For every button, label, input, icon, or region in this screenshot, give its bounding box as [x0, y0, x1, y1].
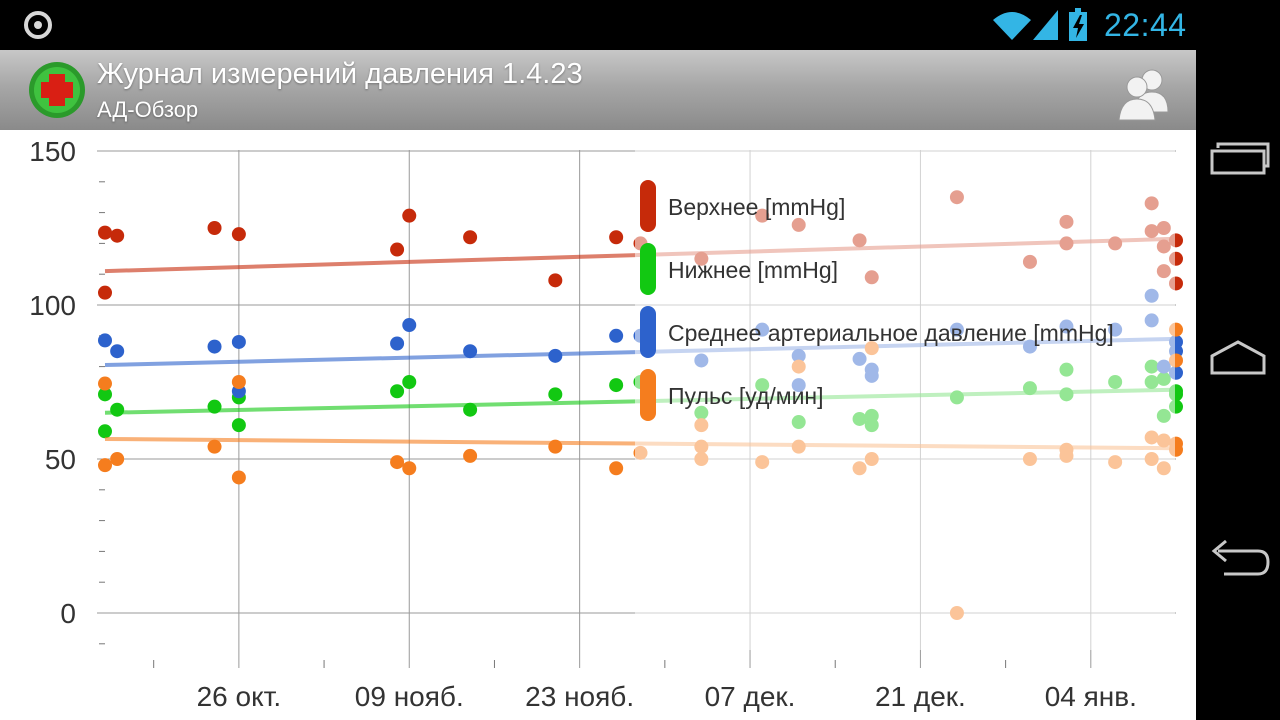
data-point	[402, 208, 417, 223]
data-point	[231, 227, 246, 242]
data-point	[390, 242, 405, 257]
data-point	[207, 221, 222, 235]
data-point	[98, 376, 112, 391]
data-point	[390, 384, 405, 399]
x-tick-label: 23 нояб.	[525, 681, 634, 712]
navigation-icons	[1210, 142, 1270, 576]
app-title: Журнал измерений давления 1.4.23	[97, 58, 583, 90]
people-icon[interactable]	[1118, 69, 1169, 121]
y-tick-label: 150	[29, 136, 76, 167]
data-point	[463, 448, 478, 463]
data-point	[463, 402, 478, 417]
data-point	[609, 378, 624, 393]
data-point	[402, 461, 417, 476]
data-point	[402, 318, 417, 333]
data-point	[110, 452, 125, 466]
navigation-bar	[1196, 0, 1280, 720]
data-point	[98, 333, 112, 348]
data-point	[548, 348, 563, 363]
data-point	[390, 336, 405, 351]
data-point	[207, 399, 222, 414]
data-point	[207, 339, 222, 354]
data-point	[390, 455, 405, 470]
data-point	[609, 461, 624, 476]
home-icon[interactable]	[1210, 340, 1266, 375]
recent-apps-icon[interactable]	[1210, 142, 1270, 175]
status-bar: 22:44	[0, 0, 1196, 50]
legend-label-4: Пульс [уд/мин]	[668, 383, 824, 409]
data-point	[402, 375, 417, 389]
legend-swatch-1	[640, 180, 656, 232]
data-point	[231, 418, 246, 433]
x-tick-label: 09 нояб.	[355, 681, 464, 712]
data-point	[207, 439, 222, 454]
legend-swatch-3	[640, 306, 656, 358]
data-point	[98, 458, 112, 473]
data-point	[548, 273, 563, 288]
red-cross-icon[interactable]	[29, 62, 85, 118]
blood-pressure-chart[interactable]: 0 50 100 150 26 окт. 09 нояб. 23 нояб. 07 дек. 2…	[0, 130, 1196, 720]
chart-area[interactable]: 0 50 100 150 26 окт. 09 нояб. 23 нояб. 07 дек. 2…	[0, 130, 1196, 720]
legend-label-1: Верхнее [mmHg]	[668, 194, 845, 220]
back-icon[interactable]	[1211, 539, 1270, 576]
data-point	[463, 230, 478, 245]
data-point	[98, 387, 112, 402]
action-bar	[0, 50, 1196, 130]
data-point	[98, 225, 112, 240]
legend-label-3: Среднее артериальное давление [mmHg]	[668, 320, 1114, 346]
y-tick-label: 100	[29, 290, 76, 321]
y-tick-label: 0	[60, 598, 76, 629]
data-point	[98, 424, 112, 439]
data-point	[98, 285, 112, 300]
app-subtitle: АД-Обзор	[97, 97, 199, 122]
data-point	[463, 344, 478, 359]
x-tick-label: 21 дек.	[875, 681, 966, 712]
y-tick-label: 50	[45, 444, 76, 475]
app-status-icon	[24, 11, 52, 39]
data-point	[110, 402, 125, 417]
data-point	[609, 328, 624, 343]
data-point	[231, 334, 246, 349]
x-tick-label: 26 окт.	[197, 681, 282, 712]
chart-fade-overlay	[635, 130, 1175, 650]
data-point	[110, 344, 125, 359]
status-clock: 22:44	[1104, 7, 1187, 43]
data-point	[609, 230, 624, 245]
x-tick-label: 04 янв.	[1045, 681, 1137, 712]
legend-label-2: Нижнее [mmHg]	[668, 257, 838, 283]
legend-swatch-4	[640, 369, 656, 421]
x-tick-label: 07 дек.	[705, 681, 796, 712]
data-point	[231, 375, 246, 389]
data-point	[548, 439, 563, 454]
battery-charging-icon	[1069, 8, 1087, 41]
legend-swatch-2	[640, 243, 656, 295]
action-bar-icons	[29, 62, 1169, 121]
data-point	[110, 228, 125, 243]
signal-icon	[1033, 10, 1058, 40]
wifi-icon	[993, 12, 1031, 40]
status-icons	[24, 8, 1087, 41]
data-point	[231, 470, 246, 485]
data-point	[548, 387, 563, 402]
